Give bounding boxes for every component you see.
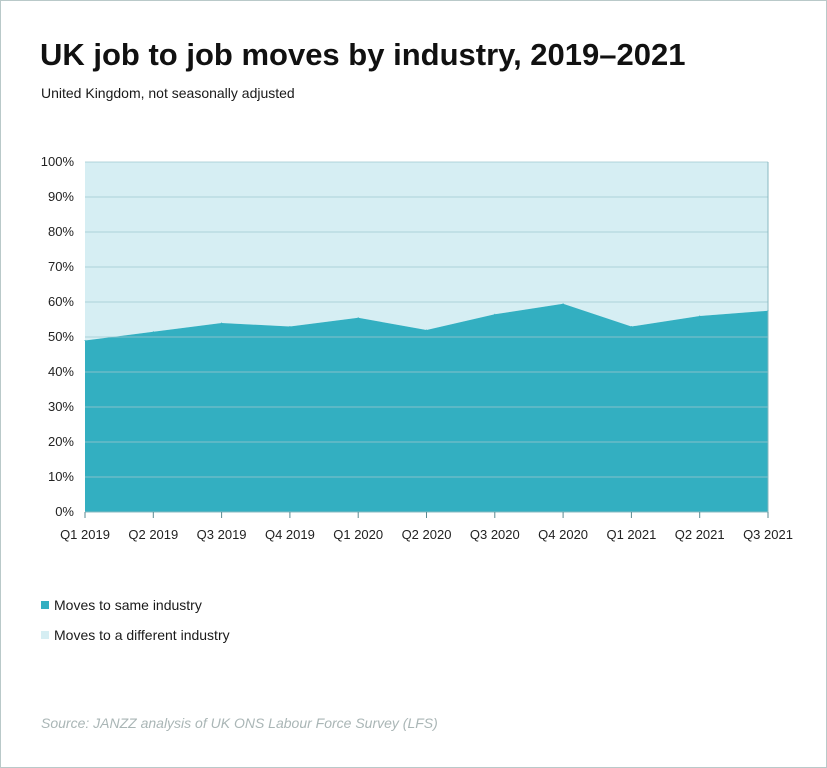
data-point-same-industry	[221, 322, 223, 324]
legend-item-different-industry: Moves to a different industry	[41, 627, 230, 643]
data-point-same-industry	[562, 303, 564, 305]
y-tick-label: 50%	[48, 329, 74, 344]
y-tick-label: 70%	[48, 259, 74, 274]
data-point-same-industry	[357, 317, 359, 319]
y-tick-label: 30%	[48, 399, 74, 414]
legend-swatch-different	[41, 631, 49, 639]
area-same-industry	[85, 303, 768, 512]
x-tick-label: Q3 2019	[197, 527, 247, 542]
legend-label-same: Moves to same industry	[54, 597, 202, 613]
x-tick-label: Q2 2020	[402, 527, 452, 542]
y-tick-label: 40%	[48, 364, 74, 379]
x-tick-label: Q1 2021	[606, 527, 656, 542]
data-point-same-industry	[426, 329, 427, 331]
legend-item-same-industry: Moves to same industry	[41, 597, 202, 613]
y-tick-label: 0%	[55, 504, 74, 519]
x-tick-label: Q4 2020	[538, 527, 588, 542]
data-point-same-industry	[630, 326, 632, 327]
legend-label-different: Moves to a different industry	[54, 627, 230, 643]
y-tick-label: 10%	[48, 469, 74, 484]
data-point-same-industry	[699, 315, 701, 317]
y-tick-label: 20%	[48, 434, 74, 449]
area-different-industry	[85, 162, 768, 341]
data-point-same-industry	[289, 326, 291, 327]
x-tick-label: Q2 2021	[675, 527, 725, 542]
area-chart: 0% 10% 20% 30% 40% 50% 60% 70% 80% 90% 100% Q1 2019…	[41, 154, 793, 542]
x-tick-label: Q3 2021	[743, 527, 793, 542]
data-point-same-industry	[152, 331, 154, 333]
x-tick-label: Q1 2019	[60, 527, 110, 542]
data-point-same-industry	[84, 340, 86, 341]
chart-title: UK job to job moves by industry, 2019–20…	[40, 37, 686, 72]
source-note: Source: JANZZ analysis of UK ONS Labour …	[41, 715, 438, 731]
data-point-same-industry	[767, 310, 769, 312]
data-point-same-industry	[494, 313, 496, 315]
x-tick-label: Q1 2020	[333, 527, 383, 542]
x-tick-label: Q2 2019	[128, 527, 178, 542]
chart-subtitle: United Kingdom, not seasonally adjusted	[41, 85, 295, 101]
y-tick-label: 90%	[48, 189, 74, 204]
x-tick-label: Q3 2020	[470, 527, 520, 542]
x-tick-label: Q4 2019	[265, 527, 315, 542]
y-tick-label: 100%	[41, 154, 75, 169]
legend-swatch-same	[41, 601, 49, 609]
y-tick-label: 80%	[48, 224, 74, 239]
y-tick-label: 60%	[48, 294, 74, 309]
